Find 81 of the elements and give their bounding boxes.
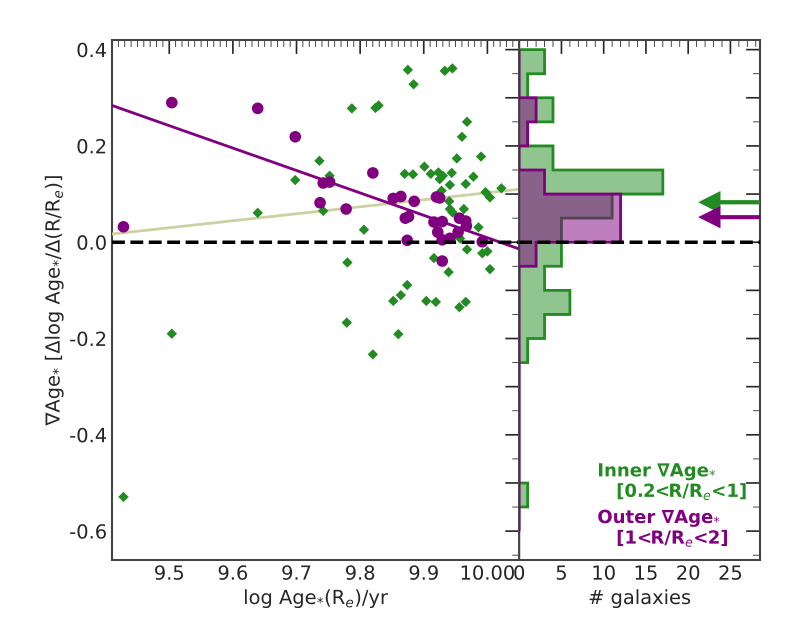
point [252,102,264,114]
x-tick-label: 20 [677,565,700,580]
point [484,264,496,274]
y-axis-title: ∇Age$_{*}$ [Δlog Age$_{*}$/Δ(R/R$_{e}$)] [44,176,64,426]
point [367,167,379,179]
point [358,224,370,235]
point [396,290,406,300]
x-tick-label: 0 [514,565,524,580]
point [452,153,462,164]
point [314,196,326,209]
x-tick-label: 10.00 [462,565,514,580]
point [346,103,358,114]
point [430,296,442,308]
point [428,252,440,264]
point [421,296,432,306]
x-tick-label: 10 [593,565,615,580]
point [444,180,456,190]
point [462,116,472,128]
point [440,66,450,76]
point [393,328,404,340]
text: Outer ∇Age$_{*}$ [1<R/R$_{e}$<2] [598,510,728,547]
point [444,196,454,206]
point [447,63,458,74]
point [342,317,352,328]
point [318,206,328,216]
point [426,168,436,180]
point [342,257,353,268]
point [388,296,398,306]
point [340,203,352,215]
point [468,172,479,182]
x-tick-label: 9.5 [155,565,184,580]
point [402,280,412,290]
point [408,79,419,90]
x-axis-title: log Age$_{*}$(R$_{e}$)/yr [245,589,388,608]
point [118,492,129,502]
y-tick-label: -0.2 [70,331,106,346]
point [446,168,457,178]
x-tick-label: 9.8 [346,565,374,580]
point [484,192,496,203]
point [460,296,471,308]
x-tick-label: 5 [556,565,566,580]
point [476,151,486,162]
point [395,190,407,202]
point [419,161,430,172]
x-tick-label: 25 [719,565,742,580]
point [289,130,302,143]
point [452,226,464,238]
point [436,255,448,267]
point [460,178,471,190]
point [462,244,472,255]
point [482,246,493,257]
text: Inner ∇Age$_{*}$ [0.2<R/R$_{e}$<1] [598,463,746,500]
point [458,204,470,214]
point [399,168,410,180]
x-axis-title: # galaxies [590,589,690,608]
x-tick-label: 9.7 [282,565,310,580]
y-tick-label: -0.6 [70,524,106,539]
point [443,266,454,278]
y-tick-label: 0.0 [78,235,106,250]
point [408,195,420,208]
point [473,222,484,232]
point [436,216,448,228]
point [368,349,378,360]
point [480,186,491,198]
point [496,183,507,194]
point [290,174,300,186]
y-tick-label: 0.4 [78,42,106,58]
point [166,328,178,339]
point [402,64,414,76]
point [166,96,178,108]
y-tick-label: 0.2 [78,138,106,154]
point [314,156,325,166]
point [456,132,468,142]
point [454,302,465,312]
x-tick-label: 15 [636,565,657,580]
point [252,208,263,218]
point [408,169,418,180]
y-tick-label: -0.4 [70,428,106,442]
x-tick-label: 9.6 [218,565,248,580]
point [118,221,130,233]
x-tick-label: 9.9 [410,565,438,580]
